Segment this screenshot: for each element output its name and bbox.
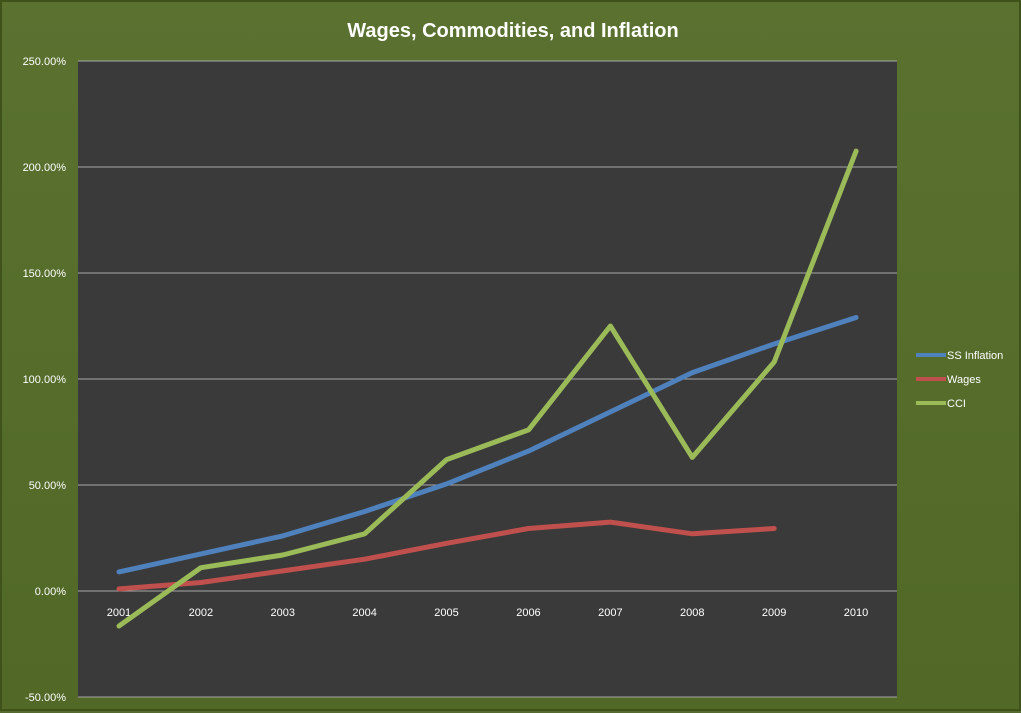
x-tick-label: 2006 <box>516 607 540 619</box>
x-tick-label: 2001 <box>107 607 131 619</box>
x-tick-label: 2005 <box>434 607 458 619</box>
x-tick-label: 2003 <box>271 607 295 619</box>
x-axis-ticks: 2001 2002 2003 2004 2005 2006 2007 2008 2009 2010 <box>107 607 869 619</box>
y-axis-ticks: -50.00% 0.00% 50.00% 100.00% 150.00% 200.00% 2… <box>23 56 67 704</box>
y-tick-label: 200.00% <box>23 162 67 174</box>
series-lines <box>116 148 859 629</box>
x-tick-label: 2004 <box>352 607 376 619</box>
y-tick-label: 50.00% <box>29 480 67 492</box>
x-tick-label: 2009 <box>762 607 786 619</box>
gridlines <box>78 60 897 698</box>
y-tick-label: 150.00% <box>23 268 67 280</box>
series-line-cci <box>116 148 859 629</box>
legend: SS Inflation Wages CCI <box>916 350 1003 410</box>
legend-label-wages: Wages <box>947 374 981 386</box>
y-tick-label: -50.00% <box>25 692 66 704</box>
x-tick-label: 2007 <box>598 607 622 619</box>
series-line-wages <box>116 519 777 592</box>
y-tick-label: 100.00% <box>23 374 67 386</box>
chart-title: Wages, Commodities, and Inflation <box>347 20 679 42</box>
x-tick-label: 2002 <box>189 607 213 619</box>
y-tick-label: 0.00% <box>35 586 66 598</box>
x-tick-label: 2008 <box>680 607 704 619</box>
y-tick-label: 250.00% <box>23 56 67 68</box>
x-tick-label: 2010 <box>844 607 868 619</box>
legend-label-ss-inflation: SS Inflation <box>947 350 1003 362</box>
series-line-ss-inflation <box>116 315 859 575</box>
legend-label-cci: CCI <box>947 398 966 410</box>
